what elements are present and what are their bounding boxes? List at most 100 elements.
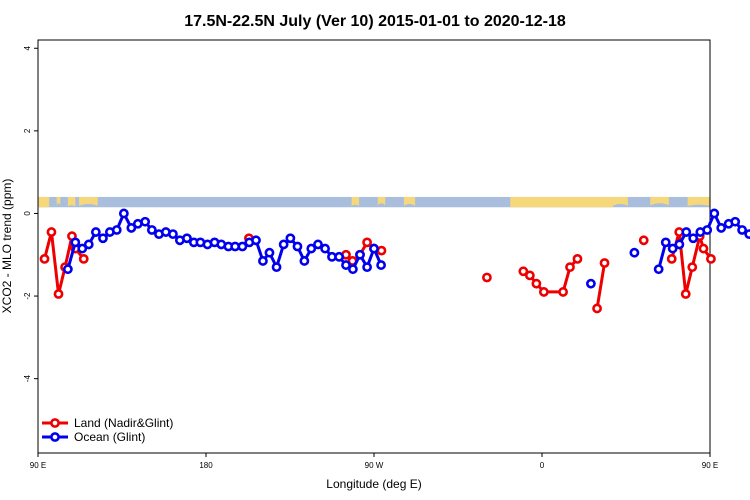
series-1-point-0-7 — [111, 225, 122, 235]
series-1-point-3-7 — [702, 225, 713, 235]
legend-land-marker — [50, 418, 60, 428]
series-0-point-0-1 — [46, 227, 57, 237]
x-tick-label-0: 90 E — [30, 461, 46, 470]
series-1-point-1-0 — [586, 278, 596, 289]
series-0-point-7-0 — [666, 253, 677, 264]
series-1-point-0-43 — [362, 262, 372, 273]
series-1-point-0-30 — [271, 262, 282, 273]
series-0-point-5-0 — [592, 303, 602, 314]
mask-strip-land-0 — [38, 196, 50, 208]
series-1-point-3-3 — [674, 239, 685, 250]
chart-title: 17.5N-22.5N July (Ver 10) 2015-01-01 to … — [184, 13, 566, 30]
series-1-point-0-39 — [334, 251, 344, 262]
series-1-point-3-0 — [653, 264, 664, 275]
series-0-point-2-5 — [376, 245, 387, 256]
y-tick-label-0: 4 — [23, 45, 32, 50]
series-1-point-2-0 — [629, 247, 640, 258]
series-1-point-0-32 — [285, 233, 296, 244]
x-axis-label: Longitude (deg E) — [326, 477, 421, 491]
y-axis: 4 2 0 -2 -4 — [23, 45, 38, 382]
x-tick-label-4: 90 E — [702, 461, 718, 470]
series-1-point-0-8 — [118, 208, 129, 219]
series-1-point-0-31 — [278, 239, 289, 250]
mask-strip-land-10 — [687, 196, 710, 207]
y-tick-label-2: 0 — [23, 211, 32, 216]
legend-ocean-marker — [50, 432, 60, 442]
series-0-point-4-1 — [524, 270, 535, 281]
series-1-point-3-2 — [667, 243, 678, 254]
legend-ocean-label: Ocean (Glint) — [74, 430, 145, 444]
series-1-point-3-8 — [709, 208, 720, 219]
legend-land-label: Land (Nadir&Glint) — [74, 416, 173, 430]
series-1-point-0-34 — [299, 256, 310, 266]
mask-strip-land-5 — [377, 196, 386, 206]
mask-strip-land-9 — [650, 196, 669, 206]
series-1-point-0-33 — [292, 241, 303, 252]
series-0-point-4-4 — [558, 287, 568, 297]
series-1-point-0-44 — [369, 243, 379, 254]
series-1-point-0-37 — [320, 243, 330, 254]
series-1-point-0-42 — [355, 249, 365, 260]
mask-strip-land-8 — [612, 196, 628, 206]
x-tick-label-3: 0 — [540, 461, 545, 470]
series-1-point-0-1 — [70, 237, 81, 248]
y-tick-label-1: 2 — [23, 128, 32, 133]
series-1-point-0-35 — [306, 243, 317, 254]
series-1-point-0-41 — [348, 264, 358, 275]
series-0-line-5 — [595, 261, 607, 310]
series-layer — [39, 208, 750, 314]
mask-strip-land-1 — [56, 196, 61, 206]
series-0-point-7-6 — [706, 253, 716, 264]
series-1-point-3-5 — [688, 233, 699, 244]
series-0-point-0-6 — [78, 253, 89, 264]
series-0-point-2-3 — [362, 237, 372, 248]
series-0-point-0-2 — [53, 289, 64, 299]
series-0-point-7-2 — [680, 289, 691, 299]
series-1-point-3-4 — [681, 227, 692, 237]
mask-strip-land-7 — [510, 196, 613, 208]
y-axis-label: XCO2 - MLO trend (ppm) — [0, 179, 14, 314]
series-1-point-4-3 — [744, 229, 750, 240]
series-1-point-0-9 — [126, 223, 137, 233]
series-1-point-0-17 — [182, 233, 192, 244]
series-1-point-0-12 — [146, 225, 157, 235]
series-1-point-0-28 — [258, 256, 268, 266]
series-1-point-3-1 — [660, 237, 671, 248]
series-0-point-3-0 — [482, 272, 492, 283]
x-tick-label-1: 180 — [199, 461, 213, 470]
mask-strip-land-2 — [67, 196, 76, 207]
series-0-point-7-5 — [698, 243, 709, 254]
mask-strip-land-3 — [79, 196, 98, 206]
series-1-point-0-0 — [62, 264, 73, 275]
y-tick-label-4: -4 — [23, 375, 32, 383]
y-tick-label-3: -2 — [23, 292, 32, 300]
series-1-point-0-3 — [83, 239, 94, 250]
series-1-point-0-4 — [90, 227, 101, 237]
series-0-point-4-3 — [538, 287, 549, 297]
series-1-point-0-40 — [341, 260, 351, 270]
series-1-point-0-25 — [237, 241, 248, 252]
series-1-point-4-1 — [730, 216, 741, 227]
series-0-point-5-1 — [599, 258, 610, 268]
series-1-point-0-45 — [376, 260, 386, 270]
series-0-point-4-2 — [531, 278, 542, 289]
x-tick-label-2: 90 W — [365, 461, 384, 470]
series-0-point-4-5 — [565, 262, 575, 273]
series-0-point-6-0 — [638, 235, 649, 246]
mask-strip-ocean — [38, 196, 710, 208]
mask-strip-land-6 — [403, 196, 416, 206]
x-axis: 90 E 180 90 W 0 90 E — [30, 453, 718, 470]
series-1-point-0-27 — [251, 235, 261, 246]
series-0-point-7-3 — [687, 262, 698, 273]
series-1-point-0-29 — [264, 247, 275, 258]
series-1-point-4-2 — [737, 225, 748, 235]
series-1-point-0-36 — [313, 239, 323, 250]
series-0-point-4-6 — [572, 253, 583, 264]
mask-strip-land-4 — [351, 196, 360, 207]
land-ocean-mask-strip — [38, 196, 710, 208]
series-0-point-0-0 — [39, 253, 50, 264]
series-0-point-4-0 — [518, 266, 529, 277]
series-1 — [62, 208, 750, 289]
legend: Land (Nadir&Glint) Ocean (Glint) — [42, 416, 173, 444]
